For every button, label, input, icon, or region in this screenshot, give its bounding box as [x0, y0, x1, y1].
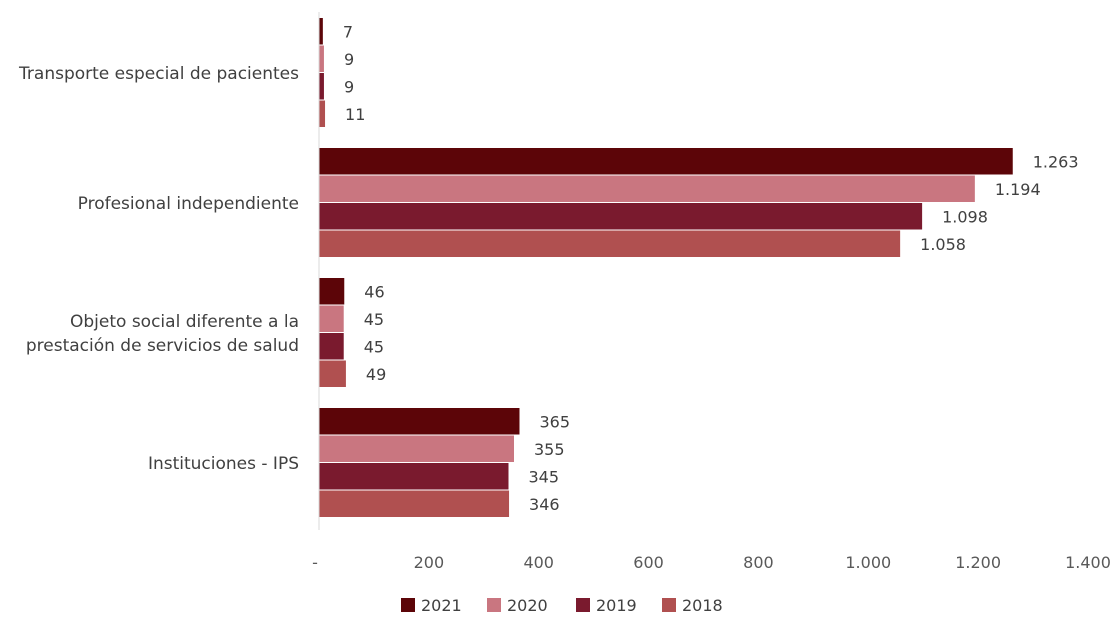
x-tick-label-6: 1.200 — [955, 553, 1001, 572]
data-label-2021-cat-1: 1.263 — [1033, 152, 1079, 171]
legend-label-2018: 2018 — [682, 596, 723, 615]
legend: 2021 2020 2019 2018 — [401, 596, 723, 615]
legend-swatch-2020 — [487, 598, 501, 612]
legend-label-2019: 2019 — [596, 596, 637, 615]
bar-2019-cat-0 — [319, 73, 324, 100]
bar-2021-cat-2 — [319, 278, 345, 305]
category-labels-layer: Transporte especial de pacientes Profesio… — [18, 64, 299, 474]
data-label-2019-cat-1: 1.098 — [942, 207, 988, 226]
data-label-2019-cat-3: 345 — [529, 467, 560, 486]
x-tick-label-1: 200 — [414, 553, 445, 572]
bar-2020-cat-1 — [319, 175, 975, 202]
category-label-2-line-0: Objeto social diferente a la — [70, 312, 299, 332]
bar-2020-cat-3 — [319, 435, 514, 462]
category-label-0-line-0: Transporte especial de pacientes — [18, 64, 299, 84]
bar-2019-cat-1 — [319, 203, 923, 230]
bar-2018-cat-2 — [319, 360, 346, 387]
bar-2021-cat-1 — [319, 148, 1013, 175]
data-label-2019-cat-2: 45 — [364, 337, 384, 356]
x-axis-tick-labels: - 200 400 600 800 1.000 1.200 1.400 — [312, 553, 1111, 572]
bars-layer — [319, 18, 1013, 517]
data-label-2021-cat-0: 7 — [343, 22, 353, 41]
legend-swatch-2019 — [576, 598, 590, 612]
data-label-2021-cat-3: 365 — [539, 412, 570, 431]
data-label-2019-cat-0: 9 — [344, 77, 354, 96]
category-label-1-line-0: Profesional independiente — [78, 194, 299, 214]
bar-2019-cat-2 — [319, 333, 344, 360]
x-tick-label-5: 1.000 — [845, 553, 891, 572]
data-label-2020-cat-0: 9 — [344, 50, 354, 69]
bar-2020-cat-0 — [319, 45, 324, 72]
x-tick-label-7: 1.400 — [1065, 553, 1111, 572]
bar-2018-cat-0 — [319, 100, 326, 127]
data-label-2020-cat-3: 355 — [534, 440, 565, 459]
legend-swatch-2021 — [401, 598, 415, 612]
bar-2021-cat-3 — [319, 408, 520, 435]
bar-2018-cat-3 — [319, 490, 510, 517]
x-tick-label-0: - — [312, 553, 318, 572]
x-tick-label-3: 600 — [633, 553, 664, 572]
bar-2018-cat-1 — [319, 230, 901, 257]
data-label-2018-cat-1: 1.058 — [920, 235, 966, 254]
x-tick-label-4: 800 — [743, 553, 774, 572]
data-label-2020-cat-1: 1.194 — [995, 180, 1041, 199]
x-tick-label-2: 400 — [523, 553, 554, 572]
data-label-2018-cat-0: 11 — [345, 105, 365, 124]
legend-label-2020: 2020 — [507, 596, 548, 615]
data-label-2018-cat-2: 49 — [366, 365, 386, 384]
category-label-3-line-0: Instituciones - IPS — [148, 454, 299, 474]
bar-2019-cat-3 — [319, 463, 509, 490]
data-label-2020-cat-2: 45 — [364, 310, 384, 329]
value-labels-layer: 7 9 9 11 1.263 1.194 1.098 1.058 46 45 45 49 365 355 3… — [343, 22, 1079, 514]
legend-label-2021: 2021 — [421, 596, 462, 615]
legend-swatch-2018 — [662, 598, 676, 612]
bar-2021-cat-0 — [319, 18, 323, 45]
category-label-2-line-1: prestación de servicios de salud — [26, 336, 299, 356]
bar-2020-cat-2 — [319, 305, 344, 332]
data-label-2018-cat-3: 346 — [529, 495, 560, 514]
data-label-2021-cat-2: 46 — [364, 282, 384, 301]
